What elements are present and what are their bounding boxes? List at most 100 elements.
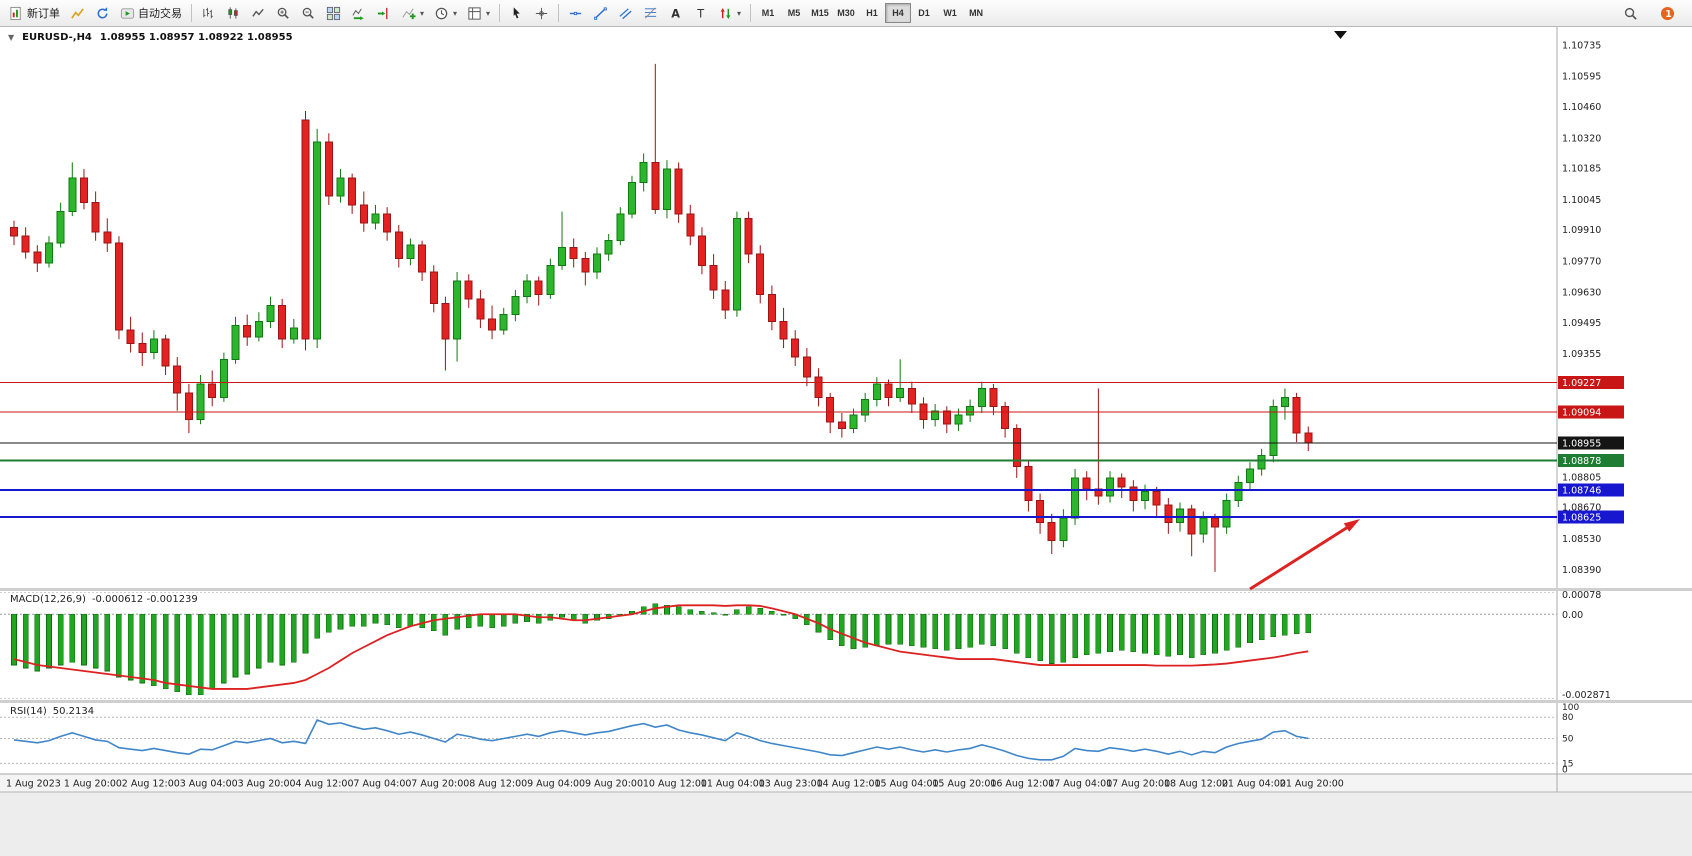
periods-button[interactable]: ▾ (430, 2, 461, 25)
macd-bar (151, 613, 157, 687)
candle-body (523, 280, 532, 298)
chevron-down-icon[interactable]: ▾ (737, 8, 742, 18)
macd-bar (1083, 613, 1090, 655)
candle-body (709, 264, 718, 291)
macd-bar (1095, 613, 1102, 654)
price-tick-label: 1.09910 (1562, 225, 1601, 236)
chart-background (0, 27, 1692, 856)
tile-windows-button[interactable] (322, 2, 345, 25)
price-tick-label: 1.08530 (1562, 534, 1601, 545)
chevron-down-icon[interactable]: ▾ (420, 8, 425, 18)
arrows-tool-button[interactable]: ▾ (714, 2, 745, 25)
macd-bar (407, 613, 414, 627)
toolbar-separator (750, 4, 752, 22)
fibonacci-icon (643, 6, 658, 21)
chart-candles-button[interactable] (222, 2, 245, 25)
macd-bar (769, 611, 775, 615)
cursor-button[interactable] (505, 2, 528, 25)
chart-shift-button[interactable] (372, 2, 395, 25)
chart-canvas[interactable]: 1.10735 1.10595 1.10460 1.10320 1.10185 1.100… (0, 27, 1692, 856)
date-tick-label: 9 Aug 04:00 (527, 779, 585, 790)
candle-body (138, 343, 147, 354)
zoom-out-button[interactable] (297, 2, 320, 25)
macd-bar (594, 613, 600, 621)
new-order-label: 新订单 (27, 8, 60, 20)
one-click-trading-expander[interactable]: ▼ (8, 33, 15, 42)
price-tick-label: 1.08670 (1562, 502, 1601, 513)
timeframe-m1[interactable]: M1 (755, 3, 781, 23)
date-tick-label: 3 Aug 04:00 (180, 779, 238, 790)
trendline-button[interactable] (589, 2, 612, 25)
candle-body (546, 264, 555, 295)
timeframe-h1[interactable]: H1 (859, 3, 885, 23)
panel-separator-rsi[interactable] (0, 700, 1692, 703)
candlestick-series (10, 63, 1313, 572)
symbol-period-label: EURUSD-,H4 (22, 32, 92, 43)
price-tick-label: 1.09495 (1562, 318, 1601, 329)
equidistant-channel-button[interactable] (614, 2, 637, 25)
macd-bar (1153, 613, 1160, 655)
price-tick-label: 1.10595 (1562, 72, 1601, 83)
timeframe-h4[interactable]: H4 (885, 3, 912, 23)
timeframe-m15[interactable]: M15 (807, 3, 833, 23)
timeframe-m5[interactable]: M5 (781, 3, 807, 23)
panel-separator-macd[interactable] (0, 588, 1692, 591)
timeframe-mn[interactable]: MN (963, 3, 989, 23)
candle-body (231, 325, 240, 360)
templates-button[interactable]: ▾ (463, 2, 494, 25)
macd-bar (722, 613, 729, 616)
auto-scroll-button[interactable] (347, 2, 370, 25)
auto-trading-button[interactable]: 自动交易 (116, 2, 186, 25)
svg-text:1: 1 (1665, 8, 1672, 19)
chart-bars-icon (201, 6, 216, 21)
candle-body (1036, 499, 1045, 524)
candle-body (10, 226, 18, 237)
search-button[interactable] (1619, 2, 1642, 25)
macd-bar (430, 613, 437, 632)
macd-bar (244, 613, 250, 675)
chevron-down-icon[interactable]: ▾ (486, 8, 491, 18)
chart-line-button[interactable] (247, 2, 270, 25)
timeframe-m30[interactable]: M30 (833, 3, 859, 23)
macd-bar (127, 613, 134, 681)
price-badge-1.08955 (1558, 436, 1624, 450)
scroll-to-end-marker[interactable] (1334, 31, 1347, 39)
macd-bar (395, 613, 402, 629)
new-order-button[interactable]: 新订单 (5, 2, 64, 25)
macd-bar (1048, 613, 1055, 664)
rsi-axis-label: 80 (1562, 713, 1574, 723)
text-label-button[interactable]: T (689, 2, 712, 25)
notifications-button[interactable]: 1 (1656, 2, 1679, 25)
candle-body (301, 119, 310, 340)
zoom-in-button[interactable] (272, 2, 295, 25)
macd-bar (780, 613, 787, 616)
refresh-button[interactable] (91, 2, 114, 25)
crosshair-button[interactable] (530, 2, 553, 25)
macd-bar (885, 613, 892, 645)
macd-bar (174, 613, 181, 693)
macd-bar (34, 613, 41, 672)
chevron-down-icon[interactable]: ▾ (453, 8, 458, 18)
date-tick-label: 9 Aug 20:00 (585, 779, 643, 790)
new-order-icon (9, 6, 24, 21)
candle-body (394, 231, 403, 260)
macd-bar (489, 613, 495, 629)
macd-bar (337, 613, 344, 630)
candle-body (1222, 499, 1231, 528)
timeframe-w1[interactable]: W1 (937, 3, 963, 23)
candle-body (1245, 468, 1254, 483)
annotation-arrow[interactable] (1249, 519, 1360, 591)
horizontal-line-button[interactable] (564, 2, 587, 25)
templates-icon (467, 6, 482, 21)
candle-body (802, 356, 811, 378)
cursor-icon (509, 6, 524, 21)
fibonacci-retracement-button[interactable] (639, 2, 662, 25)
market-watch-button[interactable] (66, 2, 89, 25)
timeframe-d1[interactable]: D1 (911, 3, 937, 23)
text-tool-button[interactable]: A (664, 2, 687, 25)
price-badge-1.08625 (1558, 510, 1624, 524)
indicators-list-button[interactable]: ▾ (397, 2, 428, 25)
candle-body (418, 244, 427, 273)
chart-bars-button[interactable] (197, 2, 220, 25)
